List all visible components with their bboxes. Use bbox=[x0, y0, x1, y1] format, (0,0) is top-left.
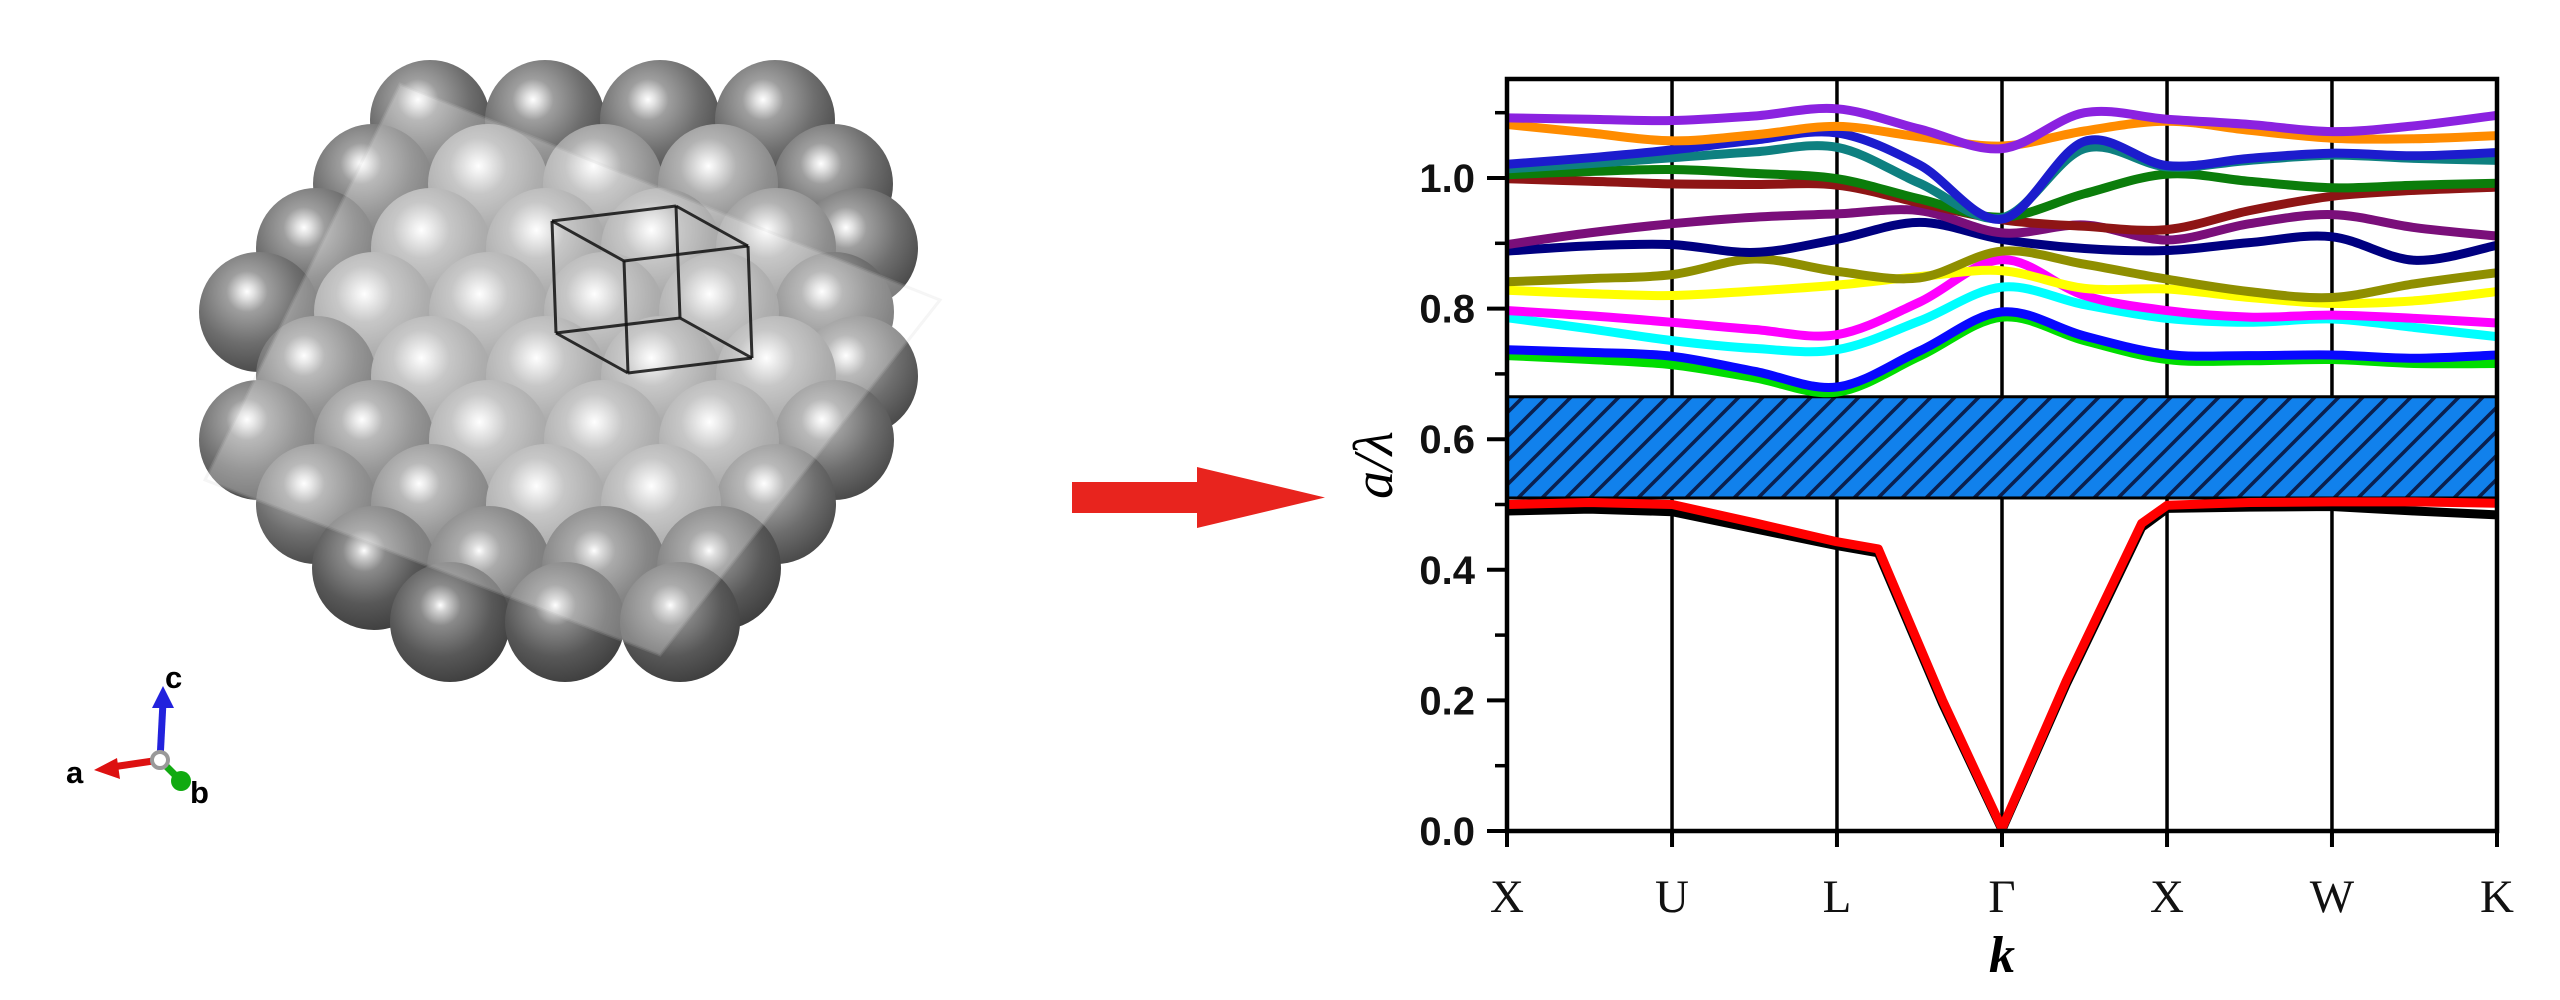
a-axis-arrowhead bbox=[94, 758, 120, 779]
band-navy bbox=[1507, 217, 2497, 265]
x-tick-label: X bbox=[1490, 871, 1524, 923]
y-tick-label: 0.4 bbox=[1419, 549, 1475, 593]
x-tick-label: U bbox=[1655, 871, 1689, 923]
x-tick-label: X bbox=[2150, 871, 2184, 923]
band-red bbox=[1507, 497, 2497, 831]
cube-edge bbox=[746, 245, 754, 359]
crystal-cut-plane bbox=[202, 82, 943, 657]
x-tick-label: W bbox=[2310, 871, 2355, 923]
cube-edge bbox=[550, 220, 558, 334]
x-axis-label: k bbox=[1989, 927, 2015, 984]
band-olive bbox=[1507, 246, 2497, 303]
cube-edge bbox=[627, 356, 753, 375]
c-axis-label: c bbox=[165, 660, 182, 695]
crystal-sphere bbox=[390, 562, 510, 682]
cube-edge bbox=[555, 316, 681, 335]
band-violet bbox=[1507, 103, 2497, 154]
y-tick-label: 0.2 bbox=[1419, 679, 1475, 723]
cube-edge bbox=[551, 204, 677, 223]
x-tick-label: K bbox=[2480, 871, 2514, 923]
axis-triad: c a b bbox=[66, 660, 209, 810]
unit-cell-cube bbox=[550, 204, 754, 375]
y-tick-label: 1.0 bbox=[1419, 157, 1475, 201]
b-axis-label: b bbox=[190, 775, 209, 810]
band-yellow bbox=[1507, 265, 2497, 309]
cube-edge bbox=[675, 204, 749, 248]
band-blue-low bbox=[1507, 307, 2497, 392]
band-purple bbox=[1507, 205, 2497, 250]
cube-edge bbox=[623, 244, 749, 263]
transform-arrow bbox=[1072, 467, 1325, 528]
crystal-sphere bbox=[505, 562, 625, 682]
crystal-structure: c a b bbox=[66, 60, 943, 810]
crystal-sphere bbox=[620, 562, 740, 682]
cube-edge bbox=[622, 260, 630, 374]
y-tick-label: 0.8 bbox=[1419, 288, 1475, 332]
sphere-lattice bbox=[199, 60, 918, 682]
photonic-bands bbox=[1507, 103, 2497, 831]
y-axis-ticks: 0.0 0.2 0.4 0.6 0.8 1.0 bbox=[1419, 110, 1507, 854]
band-blue-high bbox=[1507, 127, 2497, 224]
y-axis-label: a/λ bbox=[1343, 431, 1405, 499]
x-tick-label: L bbox=[1823, 871, 1852, 923]
right-arrow-icon bbox=[1072, 467, 1325, 528]
b-axis-arrowhead bbox=[171, 771, 191, 791]
y-tick-label: 0.6 bbox=[1419, 418, 1475, 462]
band-structure-plot: 0.0 0.2 0.4 0.6 0.8 1.0 X U L Γ X W K a/λ k bbox=[1343, 76, 2514, 984]
x-tick-label: Γ bbox=[1988, 871, 2015, 923]
cube-edge bbox=[679, 316, 753, 360]
cube-edge bbox=[674, 205, 682, 319]
cube-edge bbox=[555, 331, 629, 375]
cube-edge bbox=[551, 219, 625, 263]
triad-origin bbox=[150, 750, 170, 770]
c-axis-arrowhead bbox=[152, 686, 174, 708]
a-axis-label: a bbox=[66, 755, 84, 790]
photonic-bandgap-region bbox=[1505, 395, 2499, 500]
y-tick-label: 0.0 bbox=[1419, 810, 1475, 854]
band-magenta bbox=[1507, 255, 2497, 341]
